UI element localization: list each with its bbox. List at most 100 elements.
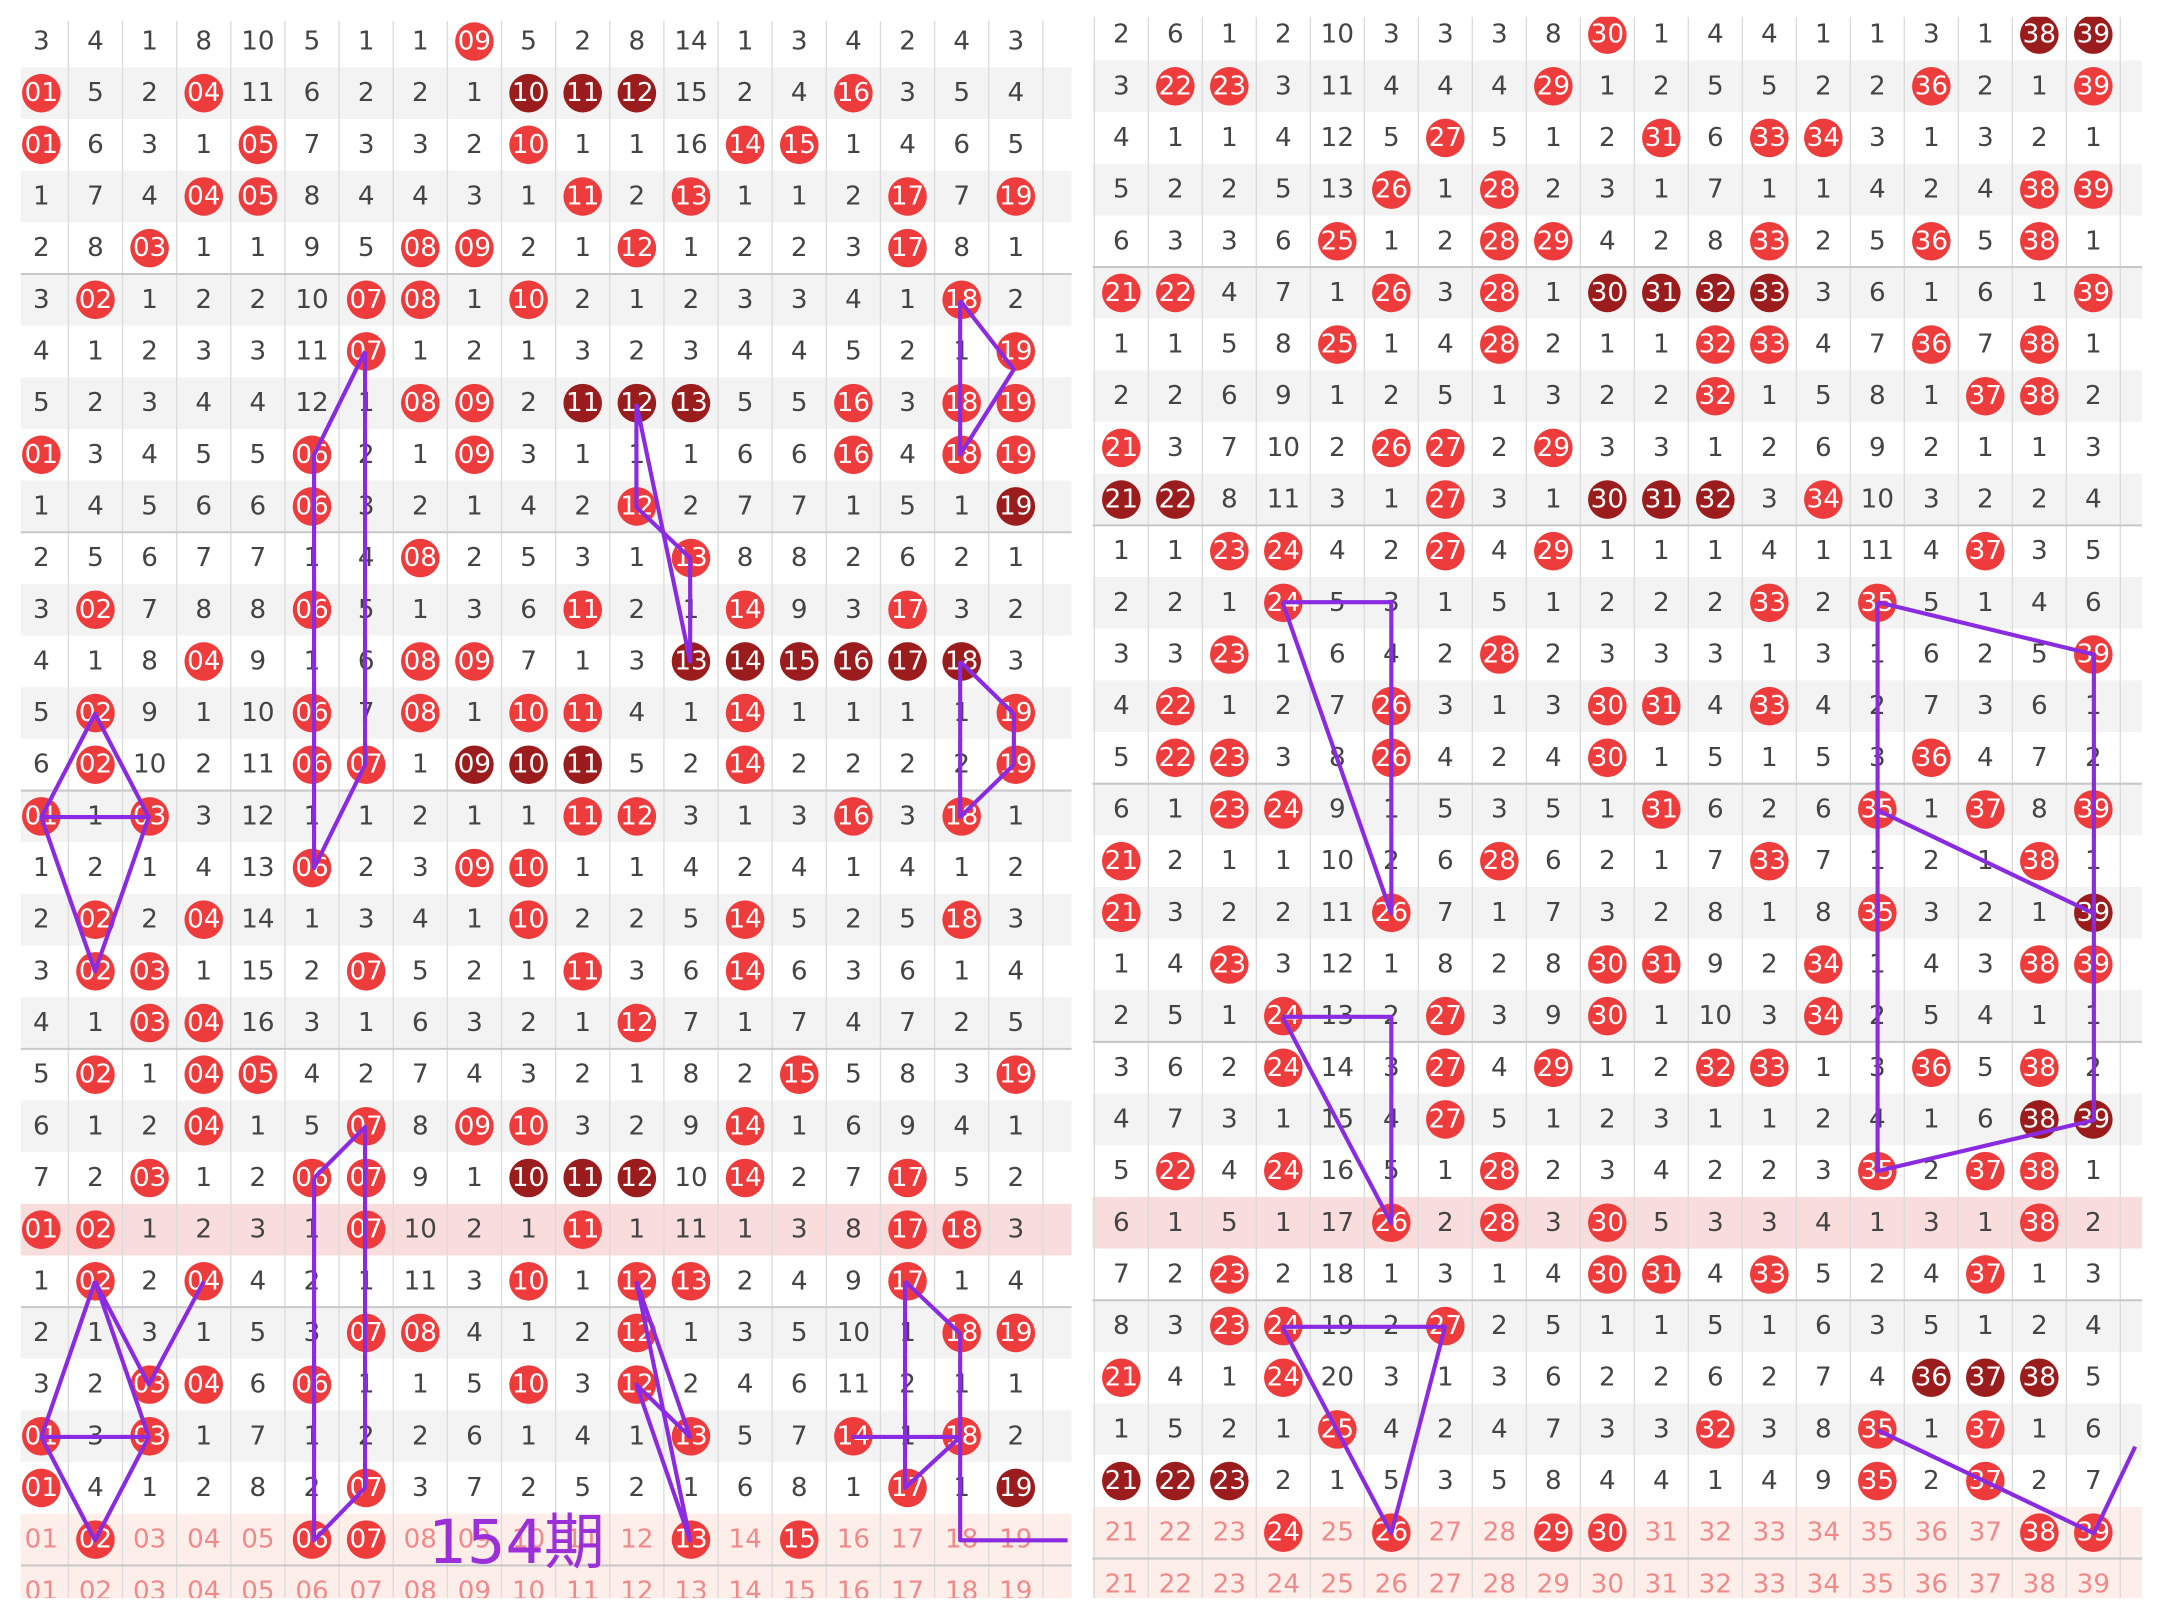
miss-count: 10 (1321, 846, 1354, 876)
ball-number: 23 (1213, 71, 1246, 101)
miss-count: 3 (250, 1215, 267, 1245)
ball-number: 26 (1375, 433, 1408, 463)
ball-number: 31 (1645, 691, 1678, 721)
miss-count: 1 (1815, 536, 1832, 566)
ball-number: 22 (1159, 1466, 1192, 1496)
miss-count: 4 (1329, 536, 1346, 566)
miss-count: 6 (1977, 1104, 1994, 1134)
miss-count: 11 (837, 1370, 870, 1400)
ball-number: 38 (2023, 381, 2056, 411)
ball-number: 16 (837, 801, 870, 831)
ball-number: 11 (566, 801, 599, 831)
miss-count: 2 (33, 1318, 50, 1348)
miss-count: 2 (1653, 226, 1670, 256)
ball (2074, 273, 2113, 313)
miss-count: 7 (791, 1421, 808, 1451)
column-number: 29 (1537, 1569, 1570, 1599)
miss-count: 5 (1113, 743, 1130, 773)
ball-number: 29 (1537, 1518, 1570, 1548)
miss-count: 5 (1545, 1311, 1562, 1341)
miss-count: 1 (1653, 536, 1670, 566)
miss-count: 4 (1167, 949, 1184, 979)
column-number: 25 (1321, 1518, 1354, 1548)
miss-count: 3 (1167, 226, 1184, 256)
miss-count: 8 (791, 1473, 808, 1503)
miss-count: 6 (791, 1370, 808, 1400)
miss-count: 7 (1437, 898, 1454, 928)
ball-number: 10 (512, 853, 545, 883)
miss-count: 4 (2031, 588, 2048, 618)
ball (1750, 273, 1789, 313)
miss-count: 8 (250, 595, 267, 625)
miss-count: 6 (1167, 1053, 1184, 1083)
miss-count: 1 (1221, 846, 1238, 876)
miss-count: 3 (1167, 1311, 1184, 1341)
row-band (1092, 318, 2143, 371)
ball-number: 12 (620, 1008, 653, 1038)
miss-count: 2 (1815, 588, 1832, 618)
ball (1534, 531, 1573, 571)
miss-count: 1 (2085, 226, 2102, 256)
column-number: 34 (1807, 1518, 1840, 1548)
miss-count: 5 (520, 543, 537, 573)
miss-count: 8 (250, 1473, 267, 1503)
ball-number: 08 (404, 285, 437, 315)
miss-count: 5 (412, 956, 429, 986)
miss-count: 1 (1383, 330, 1400, 360)
right-panel: 2 6 1 2 10 3 3 3 8 30 1 4 4 1 1 3 1 38 393 22 23 3 11 4 4 4 29 1 2 5 5… (1092, 16, 2143, 1599)
miss-count: 5 (683, 905, 700, 935)
miss-count: 1 (574, 440, 591, 470)
ball-number: 31 (1645, 949, 1678, 979)
ball-number: 38 (2023, 1363, 2056, 1393)
miss-count: 11 (241, 78, 274, 108)
miss-count: 4 (1815, 1208, 1832, 1238)
miss-count: 2 (1329, 433, 1346, 463)
miss-count: 1 (195, 698, 212, 728)
ball (1480, 221, 1519, 261)
miss-count: 4 (845, 285, 862, 315)
ball (888, 590, 927, 630)
miss-count: 1 (1491, 381, 1508, 411)
ball (184, 642, 224, 681)
ball-number: 29 (1537, 1053, 1570, 1083)
ball (1588, 1513, 1627, 1552)
column-number: 01 (25, 1525, 58, 1555)
miss-count: 8 (1815, 1414, 1832, 1444)
miss-count: 3 (1437, 1259, 1454, 1289)
miss-count: 9 (1545, 1001, 1562, 1031)
miss-count: 6 (412, 1008, 429, 1038)
miss-count: 4 (1383, 71, 1400, 101)
miss-count: 3 (1653, 1414, 1670, 1444)
ball-number: 08 (404, 1318, 437, 1348)
miss-count: 14 (241, 905, 274, 935)
miss-count: 1 (1383, 949, 1400, 979)
miss-count: 2 (791, 233, 808, 263)
miss-count: 2 (683, 750, 700, 780)
miss-count: 1 (1707, 536, 1724, 566)
column-number: 07 (350, 1576, 383, 1606)
ball (1966, 1358, 2005, 1398)
miss-count: 5 (1113, 175, 1130, 205)
column-number: 26 (1375, 1569, 1408, 1599)
ball (2074, 16, 2113, 54)
miss-count: 11 (1321, 898, 1354, 928)
column-number: 31 (1645, 1569, 1678, 1599)
miss-count: 3 (2085, 433, 2102, 463)
ball-number: 37 (1969, 1363, 2002, 1393)
miss-count: 6 (791, 440, 808, 470)
ball-number: 15 (783, 646, 816, 676)
miss-count: 10 (837, 1318, 870, 1348)
miss-count: 2 (845, 750, 862, 780)
ball-number: 32 (1699, 485, 1732, 515)
column-number: 17 (891, 1525, 924, 1555)
miss-count: 3 (358, 905, 375, 935)
miss-count: 2 (412, 801, 429, 831)
miss-count: 1 (520, 336, 537, 366)
miss-count: 2 (2031, 1466, 2048, 1496)
miss-count: 2 (1599, 846, 1616, 876)
ball (184, 1107, 224, 1146)
miss-count: 6 (2085, 588, 2102, 618)
miss-count: 15 (241, 956, 274, 986)
miss-count: 13 (1321, 175, 1354, 205)
column-number: 04 (187, 1525, 220, 1555)
